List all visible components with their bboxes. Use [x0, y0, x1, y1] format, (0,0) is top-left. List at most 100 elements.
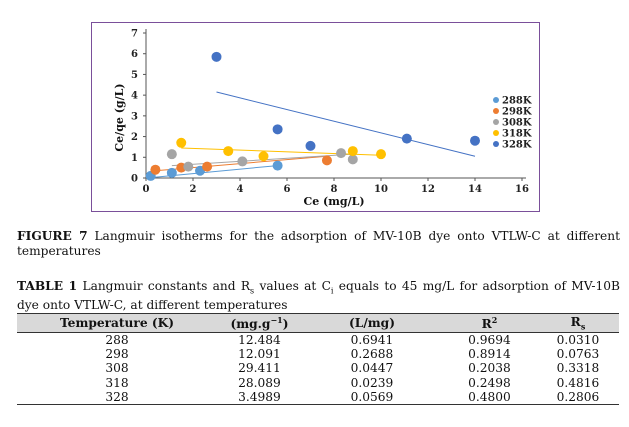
data-point-308K	[166, 149, 177, 160]
table-header-row: Temperature (K) (mg.g−1) (L/mg) R2 Rs	[17, 313, 619, 333]
figure-label: FIGURE 7	[17, 229, 88, 243]
cell-kl: 0.0569	[302, 389, 442, 405]
table-row: 298 12.091 0.2688 0.8914 0.0763	[17, 347, 619, 361]
x-tick-label: 8	[331, 184, 338, 195]
data-point-328K	[401, 133, 412, 144]
data-point-308K	[347, 154, 358, 165]
y-axis-label: Ce/qe (g/L)	[113, 83, 126, 151]
data-point-298K	[321, 155, 332, 166]
cell-qmax: 12.091	[238, 347, 281, 362]
data-point-288K	[272, 160, 283, 171]
data-point-318K	[176, 137, 187, 148]
header-qmax: (mg.g−1)	[217, 313, 302, 333]
x-tick-label: 12	[421, 184, 435, 195]
cell-qmax: 12.484	[238, 333, 281, 348]
data-point-308K	[237, 156, 248, 167]
data-point-308K	[336, 148, 347, 159]
x-tick-label: 2	[190, 184, 197, 195]
cell-kl: 0.2688	[350, 347, 394, 362]
x-axis-label: Ce (mg/L)	[303, 195, 364, 208]
cell-temperature: 298	[105, 347, 129, 362]
header-temperature: Temperature (K)	[17, 313, 217, 333]
data-point-328K	[272, 124, 283, 135]
legend-label-298K: 298K	[502, 107, 532, 118]
cell-r2: 0.4800	[442, 389, 537, 405]
cell-rs: 0.0310	[556, 333, 600, 348]
legend-label-318K: 318K	[502, 129, 532, 140]
cell-temperature: 318	[105, 375, 129, 390]
table-caption-part: equals to 45 mg/L for adsorption of MV-1…	[17, 279, 620, 313]
data-point-328K	[305, 140, 316, 151]
legend-label-328K: 328K	[502, 140, 532, 151]
cell-qmax: 28.089	[238, 375, 281, 390]
header-rs: Rs	[537, 313, 619, 333]
header-kl: (L/mg)	[302, 313, 442, 333]
data-point-318K	[223, 146, 234, 157]
table-caption-sub: i	[330, 286, 334, 296]
data-point-318K	[258, 151, 269, 162]
cell-rs: 0.2806	[537, 389, 619, 405]
data-point-288K	[166, 167, 177, 178]
y-tick-label: 1	[131, 153, 138, 164]
cell-r2: 0.2498	[468, 375, 511, 390]
cell-r2: 0.9694	[468, 333, 511, 348]
data-point-298K	[202, 161, 213, 172]
y-tick-label: 4	[131, 91, 138, 102]
y-tick-label: 6	[131, 49, 138, 60]
x-tick-label: 14	[468, 184, 482, 195]
cell-kl: 0.6941	[350, 333, 394, 348]
cell-temperature: 308	[105, 361, 129, 376]
figure-7-chart: 0 1 2 3 4 5 6 7 0 2 4 6 8 10 12 14 16 Ce (mg/L) Ce/qe (g/L…	[91, 22, 540, 212]
legend-marker-298K	[493, 108, 499, 114]
figure-caption-text: Langmuir isotherms for the adsorption of…	[17, 229, 620, 258]
legend-marker-308K	[493, 119, 499, 125]
figure-caption: FIGURE 7 Langmuir isotherms for the adso…	[17, 229, 620, 259]
x-tick-label: 16	[515, 184, 529, 195]
legend-marker-288K	[493, 97, 499, 103]
trendline-328K	[216, 91, 476, 157]
x-tick-label: 6	[284, 184, 291, 195]
data-point-318K	[347, 146, 358, 157]
data-point-298K	[150, 164, 161, 175]
table-row: 308 29.411 0.0447 0.2038 0.3318	[17, 361, 619, 375]
table-caption-part: Langmuir constants and R	[77, 279, 251, 293]
x-tick-label: 0	[143, 184, 150, 195]
table-caption: TABLE 1 Langmuir constants and Rs values…	[17, 279, 620, 313]
legend-marker-328K	[493, 141, 499, 147]
cell-kl: 0.0447	[350, 361, 394, 376]
data-point-308K	[183, 161, 194, 172]
cell-rs: 0.3318	[556, 361, 600, 376]
cell-rs: 0.0763	[556, 347, 600, 362]
data-point-318K	[376, 149, 386, 160]
cell-qmax: 29.411	[238, 361, 281, 376]
y-tick-label: 7	[131, 29, 138, 40]
table-caption-sub: s	[250, 286, 255, 296]
y-tick-label: 3	[131, 111, 138, 122]
cell-kl: 0.0239	[350, 375, 394, 390]
cell-temperature: 288	[105, 333, 129, 348]
y-tick-label: 2	[131, 132, 138, 143]
table-caption-part: values at C	[254, 279, 331, 293]
table-row: 288 12.484 0.6941 0.9694 0.0310	[17, 333, 619, 348]
langmuir-constants-table: Temperature (K) (mg.g−1) (L/mg) R2 Rs 28…	[17, 313, 619, 405]
data-point-328K	[211, 51, 222, 62]
table-label: TABLE 1	[17, 279, 78, 293]
legend-label-308K: 308K	[502, 118, 532, 129]
cell-r2: 0.2038	[468, 361, 511, 376]
legend-marker-318K	[493, 130, 499, 136]
table-row: 328 3.4989 0.0569 0.4800 0.2806	[17, 389, 619, 405]
x-tick-label: 10	[374, 184, 388, 195]
cell-r2: 0.8914	[468, 347, 511, 362]
trendline-318K	[181, 147, 382, 156]
data-point-328K	[470, 135, 480, 146]
cell-temperature: 328	[17, 389, 217, 405]
cell-rs: 0.4816	[556, 375, 600, 390]
cell-qmax: 3.4989	[217, 389, 302, 405]
y-tick-label: 5	[131, 70, 138, 81]
header-r2: R2	[442, 313, 537, 333]
table-row: 318 28.089 0.0239 0.2498 0.4816	[17, 376, 619, 390]
x-tick-label: 4	[237, 184, 244, 195]
y-tick-label: 0	[131, 174, 138, 185]
legend-label-288K: 288K	[502, 96, 532, 107]
